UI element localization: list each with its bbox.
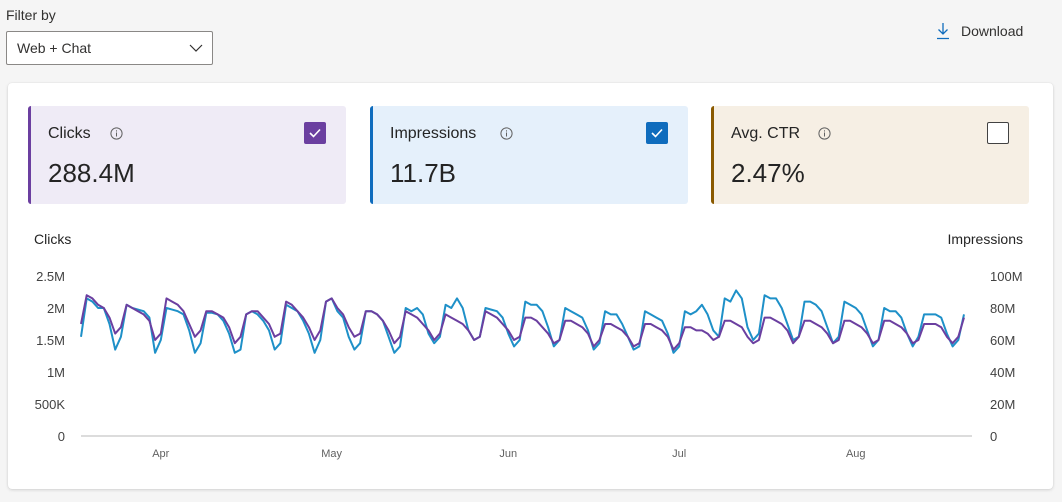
metric-value-impressions: 11.7B: [390, 158, 457, 188]
metric-card-clicks[interactable]: Clicks 288.4M: [28, 106, 346, 204]
left-tick-label: 1.5M: [36, 333, 65, 348]
left-axis-title: Clicks: [34, 231, 72, 247]
right-tick-label: 40M: [990, 365, 1015, 380]
x-tick-label: Aug: [846, 448, 866, 460]
checkbox-avg-ctr[interactable]: [987, 122, 1009, 144]
info-icon[interactable]: [110, 127, 123, 140]
series-line-impressions: [80, 289, 965, 354]
series-line-clicks: [80, 294, 965, 351]
right-axis-title: Impressions: [947, 231, 1023, 247]
metric-title-clicks: Clicks: [48, 125, 91, 142]
line-chart: 0 500K 1M 1.5M 2M 2.5M 0 20M 40M 60M 80M 100M Apr May…: [35, 269, 1023, 460]
left-tick-label: 2M: [47, 301, 65, 316]
checkmark-icon: [651, 128, 663, 138]
right-tick-label: 60M: [990, 333, 1015, 348]
chevron-down-icon: [189, 44, 203, 52]
metric-accent-bar: [28, 106, 31, 204]
x-tick-label: Apr: [152, 448, 169, 460]
right-tick-label: 80M: [990, 301, 1015, 316]
left-tick-label: 1M: [47, 365, 65, 380]
metric-title-impressions: Impressions: [390, 125, 477, 142]
info-icon[interactable]: [818, 127, 831, 140]
right-tick-label: 20M: [990, 397, 1015, 412]
x-tick-label: May: [321, 448, 342, 460]
metric-accent-bar: [711, 106, 714, 204]
metric-value-clicks: 288.4M: [48, 158, 135, 188]
metric-title-avg-ctr: Avg. CTR: [731, 125, 801, 142]
x-tick-label: Jul: [672, 448, 686, 460]
checkmark-icon: [309, 128, 321, 138]
download-icon: [937, 23, 949, 40]
download-button[interactable]: Download: [935, 22, 1023, 40]
checkbox-clicks[interactable]: [304, 122, 326, 144]
right-tick-label: 100M: [990, 269, 1023, 284]
left-tick-label: 2.5M: [36, 269, 65, 284]
right-tick-label: 0: [990, 429, 997, 444]
filter-dropdown[interactable]: Web + Chat: [6, 31, 213, 65]
info-icon[interactable]: [500, 127, 513, 140]
left-tick-label: 0: [58, 429, 65, 444]
filter-selected-value: Web + Chat: [17, 40, 92, 56]
x-tick-label: Jun: [499, 448, 517, 460]
metric-value-avg-ctr: 2.47%: [731, 158, 805, 188]
metric-accent-bar: [370, 106, 373, 204]
download-label: Download: [961, 23, 1024, 39]
checkbox-impressions[interactable]: [646, 122, 668, 144]
metric-card-impressions[interactable]: Impressions 11.7B: [370, 106, 688, 204]
performance-card: Clicks 288.4M Impressions 11.7B Avg. CTR…: [8, 83, 1053, 489]
metric-card-avg-ctr[interactable]: Avg. CTR 2.47%: [711, 106, 1029, 204]
left-tick-label: 500K: [35, 397, 66, 412]
filter-label: Filter by: [6, 7, 56, 23]
